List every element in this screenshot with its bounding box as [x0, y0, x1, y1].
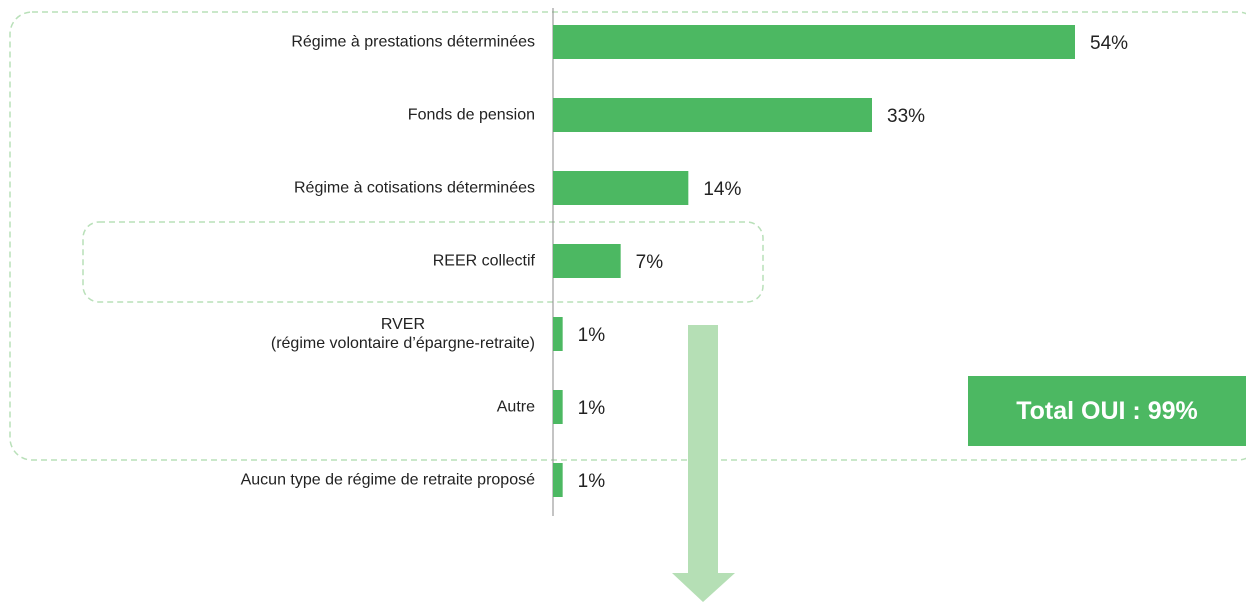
category-label: Aucun type de régime de retraite proposé	[240, 471, 535, 489]
bar	[553, 463, 563, 497]
category-label: REER collectif	[432, 252, 535, 270]
value-label: 54%	[1090, 33, 1128, 54]
bar	[553, 244, 621, 278]
bar	[553, 317, 563, 351]
bar	[553, 25, 1075, 59]
value-label: 1%	[578, 398, 606, 419]
total-annotation: Total OUI : 99%	[968, 376, 1246, 446]
category-label: Régime à prestations déterminées	[291, 33, 535, 51]
arrow	[672, 325, 735, 602]
value-label: 14%	[703, 179, 741, 200]
value-label: 33%	[887, 106, 925, 127]
category-label: Fonds de pension	[407, 106, 535, 124]
bar	[553, 98, 872, 132]
value-label: 1%	[578, 471, 606, 492]
group-box	[9, 11, 1246, 461]
value-label: 1%	[578, 325, 606, 346]
highlight-box	[82, 221, 764, 303]
value-label: 7%	[636, 252, 664, 273]
category-label: Autre	[496, 398, 535, 416]
bar	[553, 171, 689, 205]
category-label: Régime à cotisations déterminées	[293, 179, 535, 197]
bar	[553, 390, 563, 424]
category-label: RVER (régime volontaire d’épargne-retrai…	[270, 316, 535, 352]
